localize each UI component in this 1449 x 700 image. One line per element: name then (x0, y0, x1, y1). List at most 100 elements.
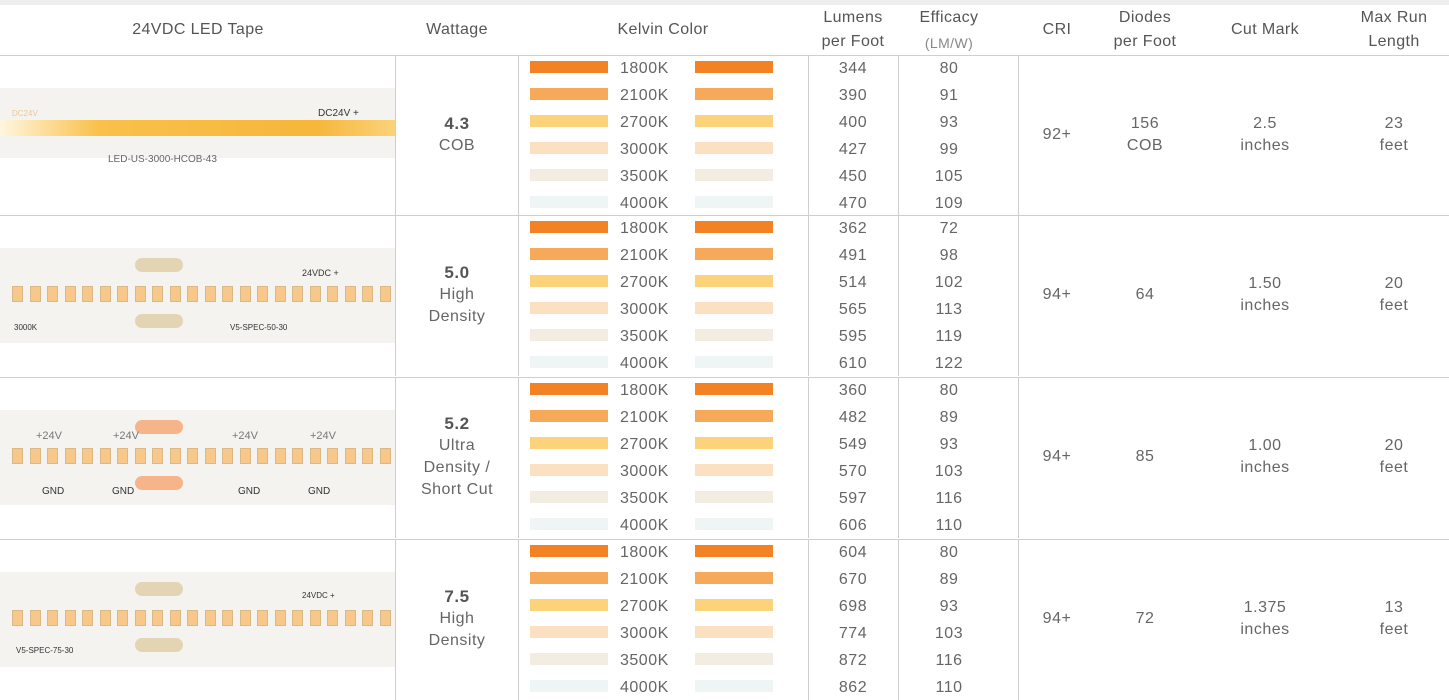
column-divider (518, 216, 519, 376)
header-diodes: per Foot (1114, 32, 1177, 52)
lumens: 604 (839, 543, 867, 563)
efficacy: 99 (940, 140, 959, 160)
swatch (695, 329, 773, 341)
diode (30, 448, 41, 464)
swatch (530, 572, 608, 584)
lumens: 862 (839, 678, 867, 698)
swatch (695, 464, 773, 476)
diode (47, 286, 58, 302)
swatch (530, 142, 608, 154)
swatch (695, 221, 773, 233)
diode (100, 610, 111, 626)
diode (222, 610, 233, 626)
kelvin: 4000K (620, 194, 669, 214)
diode (30, 610, 41, 626)
lumens: 514 (839, 273, 867, 293)
tape-label: V5-SPEC-50-30 (230, 323, 287, 332)
swatch (695, 169, 773, 181)
kelvin: 2700K (620, 597, 669, 617)
swatch (695, 410, 773, 422)
swatch (530, 680, 608, 692)
swatch (695, 115, 773, 127)
kelvin: 1800K (620, 59, 669, 79)
diode (135, 286, 146, 302)
kelvin: 4000K (620, 678, 669, 698)
cut-mark: 1.50 (1248, 274, 1281, 294)
lumens: 390 (839, 86, 867, 106)
cri: 92+ (1043, 125, 1072, 145)
diode (187, 610, 198, 626)
cri: 94+ (1043, 285, 1072, 305)
diode (240, 286, 251, 302)
swatch (530, 653, 608, 665)
diode (152, 286, 163, 302)
efficacy: 102 (935, 273, 963, 293)
swatch (695, 572, 773, 584)
max-run: feet (1380, 296, 1409, 316)
efficacy: 93 (940, 113, 959, 133)
diode (187, 286, 198, 302)
diode (82, 448, 93, 464)
lumens: 344 (839, 59, 867, 79)
efficacy: 80 (940, 59, 959, 79)
tape-label: GND (112, 486, 134, 497)
cob-band (0, 120, 395, 136)
tape-type: COB (439, 136, 475, 156)
swatch (695, 599, 773, 611)
diode (240, 610, 251, 626)
swatch (530, 196, 608, 208)
lumens: 450 (839, 167, 867, 187)
diode (345, 448, 356, 464)
swatch (530, 169, 608, 181)
swatch (530, 464, 608, 476)
diode (205, 286, 216, 302)
diodes: 64 (1136, 285, 1155, 305)
kelvin: 3500K (620, 489, 669, 509)
header-kelvin: Kelvin Color (617, 20, 708, 40)
swatch (695, 275, 773, 287)
diode (257, 448, 268, 464)
efficacy: 93 (940, 597, 959, 617)
max-run: feet (1380, 458, 1409, 478)
row-divider (0, 539, 1449, 540)
efficacy: 89 (940, 570, 959, 590)
tape-label: +24V (232, 430, 258, 442)
swatch (530, 248, 608, 260)
pad (135, 258, 183, 272)
efficacy: 110 (935, 516, 962, 536)
header-lumens: per Foot (822, 32, 885, 52)
cut-mark: inches (1240, 296, 1289, 316)
column-divider (395, 378, 396, 538)
diode (100, 448, 111, 464)
diode (152, 610, 163, 626)
header-cut: Cut Mark (1231, 20, 1299, 40)
swatch (530, 356, 608, 368)
lumens: 491 (839, 246, 867, 266)
swatch (695, 356, 773, 368)
row-divider (0, 215, 1449, 216)
column-divider (518, 378, 519, 538)
swatch (695, 680, 773, 692)
diode (275, 286, 286, 302)
swatch (695, 302, 773, 314)
lumens: 427 (839, 140, 867, 160)
tape-type: Density (429, 307, 486, 327)
efficacy: 93 (940, 435, 959, 455)
swatch (530, 221, 608, 233)
cut-mark: inches (1240, 136, 1289, 156)
column-divider (898, 378, 899, 538)
column-divider (1018, 56, 1019, 216)
kelvin: 3000K (620, 624, 669, 644)
efficacy: 98 (940, 246, 959, 266)
top-strip (0, 0, 1449, 5)
swatch (695, 142, 773, 154)
column-divider (1018, 540, 1019, 700)
kelvin: 2700K (620, 273, 669, 293)
row-divider (0, 377, 1449, 378)
diode (65, 610, 76, 626)
lumens: 670 (839, 570, 867, 590)
column-divider (518, 56, 519, 216)
swatch (695, 196, 773, 208)
efficacy: 122 (935, 354, 963, 374)
swatch (530, 275, 608, 287)
